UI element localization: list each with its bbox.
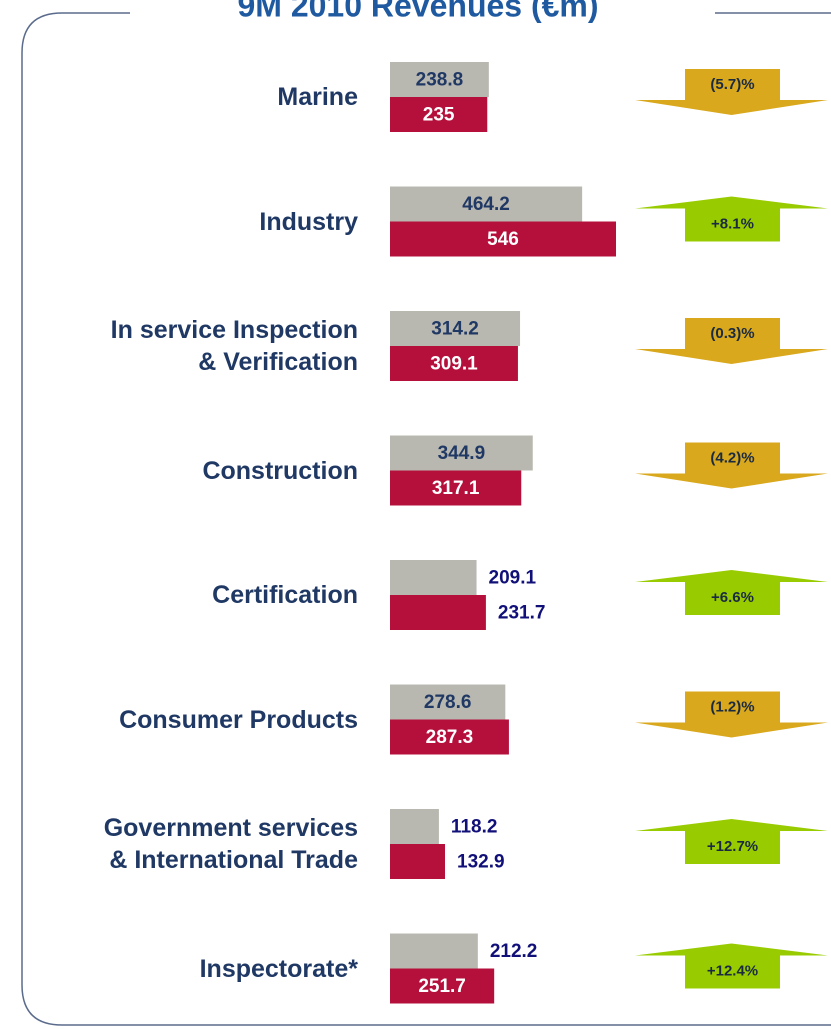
bar bbox=[390, 470, 522, 506]
bar bbox=[390, 968, 495, 1004]
value-label: 231.7 bbox=[498, 603, 546, 624]
value-label: 209.1 bbox=[489, 568, 537, 589]
value-label: 546 bbox=[487, 229, 519, 250]
change-arrow bbox=[635, 819, 828, 864]
value-label: 344.9 bbox=[438, 443, 486, 464]
bar bbox=[390, 435, 533, 471]
value-label: 212.2 bbox=[490, 941, 538, 962]
change-arrow bbox=[635, 318, 828, 364]
change-arrow bbox=[635, 943, 828, 989]
change-label: (4.2)% bbox=[710, 449, 754, 466]
bar bbox=[390, 933, 478, 969]
bar bbox=[390, 221, 616, 257]
value-label: 118.2 bbox=[451, 817, 498, 838]
bar bbox=[390, 186, 583, 222]
category-label: Government services & International Trad… bbox=[103, 814, 358, 874]
change-label: +12.4% bbox=[707, 962, 758, 979]
value-label: 464.2 bbox=[462, 194, 510, 215]
value-label: 314.2 bbox=[431, 319, 479, 340]
change-label: +8.1% bbox=[711, 215, 754, 232]
bar bbox=[390, 62, 489, 97]
change-arrow bbox=[635, 570, 828, 615]
bar bbox=[390, 346, 518, 381]
change-arrow bbox=[635, 442, 828, 489]
category-label: Inspectorate* bbox=[199, 954, 358, 983]
value-label: 251.7 bbox=[418, 976, 466, 997]
change-arrow bbox=[635, 69, 828, 115]
change-label: +6.6% bbox=[711, 589, 754, 606]
category-label: Certification bbox=[212, 581, 358, 609]
bar bbox=[390, 595, 486, 630]
value-label: 287.3 bbox=[426, 727, 474, 748]
bar bbox=[390, 844, 446, 879]
value-label: 132.9 bbox=[457, 852, 505, 873]
value-label: 309.1 bbox=[430, 354, 478, 375]
change-label: +12.7% bbox=[707, 838, 758, 855]
bar bbox=[390, 809, 439, 844]
bar bbox=[390, 97, 488, 132]
change-label: (0.3)% bbox=[710, 325, 754, 342]
change-label: (1.2)% bbox=[710, 698, 754, 715]
value-label: 238.8 bbox=[416, 70, 464, 91]
frame bbox=[21, 12, 831, 1026]
change-arrow bbox=[635, 196, 828, 242]
chart-title: 9M 2010 Revenues (€m) bbox=[237, 0, 598, 23]
value-label: 317.1 bbox=[432, 478, 480, 499]
value-label: 278.6 bbox=[424, 692, 472, 713]
value-label: 235 bbox=[423, 105, 455, 126]
bar bbox=[390, 560, 477, 595]
bar bbox=[390, 719, 509, 755]
bar bbox=[390, 684, 506, 720]
category-label: Consumer Products bbox=[119, 705, 358, 734]
change-label: (5.7)% bbox=[710, 76, 754, 93]
change-arrow bbox=[635, 691, 828, 738]
category-label: Construction bbox=[202, 456, 358, 485]
category-label: Industry bbox=[259, 207, 358, 236]
category-label: In service Inspection & Verification bbox=[110, 316, 358, 376]
bar bbox=[390, 311, 521, 346]
category-label: Marine bbox=[277, 83, 358, 111]
